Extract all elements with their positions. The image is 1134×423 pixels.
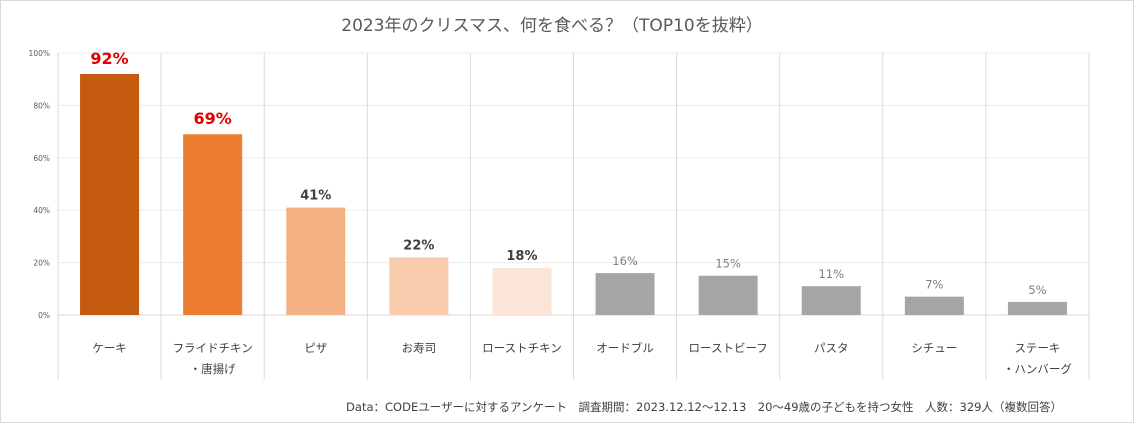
data-label: 18% xyxy=(506,249,537,264)
x-tick-label: お寿司 xyxy=(402,341,437,355)
y-tick-label: 60% xyxy=(33,154,50,163)
chart-title: 2023年のクリスマス、何を食べる？（TOP10を抜粋） xyxy=(341,16,762,36)
y-tick-label: 100% xyxy=(29,49,50,58)
data-label: 7% xyxy=(925,278,943,292)
data-label: 22% xyxy=(403,238,434,253)
data-label: 16% xyxy=(612,254,638,268)
x-tick-label: ・唐揚げ xyxy=(190,362,236,376)
data-label: 69% xyxy=(194,109,232,128)
data-label: 11% xyxy=(818,267,844,281)
x-tick-label: ピザ xyxy=(304,341,327,355)
bar-1[interactable] xyxy=(80,73,140,316)
x-tick-label: シチュー xyxy=(911,341,957,355)
x-tick-label: パスタ xyxy=(814,341,849,355)
y-tick-label: 80% xyxy=(33,101,50,110)
source-note: Data：CODEユーザーに対するアンケート 調査期間：2023.12.12～1… xyxy=(346,400,1062,414)
bar-2[interactable] xyxy=(183,134,243,315)
x-tick-label: ケーキ xyxy=(92,341,127,355)
y-tick-label: 0% xyxy=(38,311,50,320)
bar-7[interactable] xyxy=(698,275,758,315)
bar-6[interactable] xyxy=(595,273,655,315)
data-label: 5% xyxy=(1028,283,1046,297)
x-tick-label: ローストチキン xyxy=(482,341,562,355)
bar-9[interactable] xyxy=(904,296,964,315)
y-tick-label: 20% xyxy=(33,259,50,268)
data-label: 15% xyxy=(715,257,741,271)
y-tick-label: 40% xyxy=(33,206,50,215)
data-label: 92% xyxy=(90,49,128,68)
x-tick-label: オードブル xyxy=(596,341,654,355)
x-tick-label: ステーキ xyxy=(1014,341,1060,355)
x-tick-label: フライドチキン xyxy=(173,341,253,355)
x-tick-label: ・ハンバーグ xyxy=(1003,362,1072,376)
bar-5[interactable] xyxy=(492,267,552,315)
data-label: 41% xyxy=(300,189,331,204)
bar-10[interactable] xyxy=(1007,301,1067,315)
bar-4[interactable] xyxy=(389,257,449,315)
bar-3[interactable] xyxy=(286,207,346,315)
x-tick-label: ローストビーフ xyxy=(689,341,768,355)
bar-8[interactable] xyxy=(801,286,861,315)
